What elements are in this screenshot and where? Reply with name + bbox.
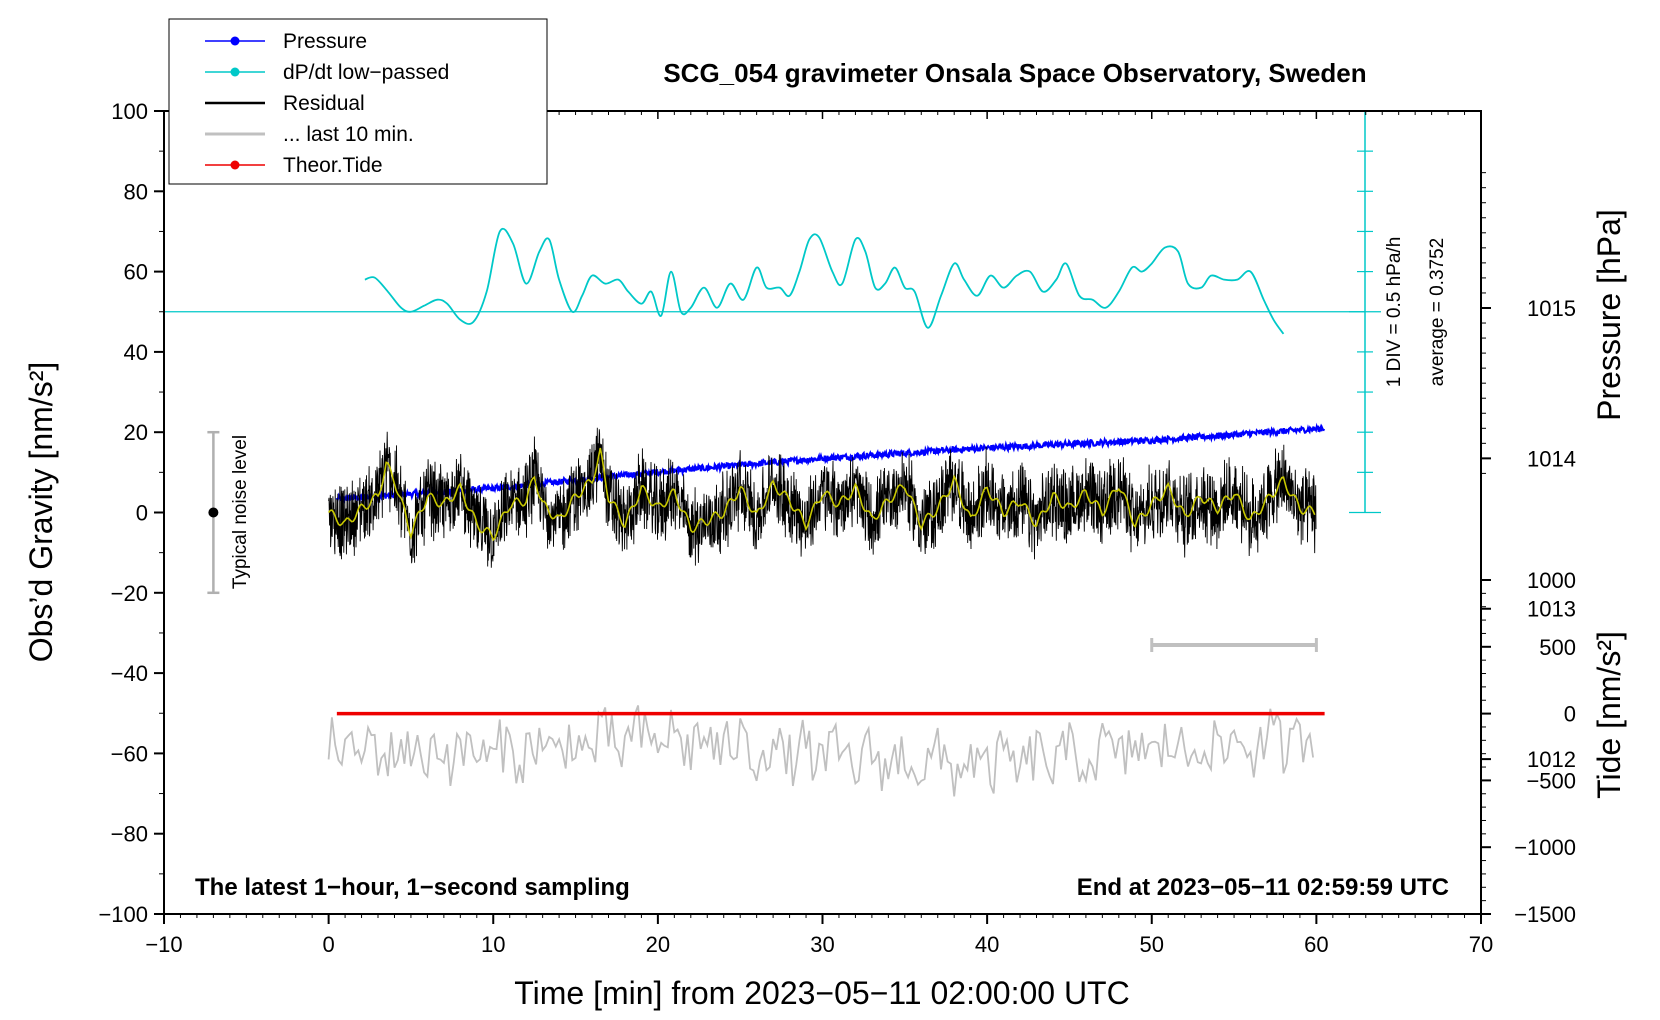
x-axis-title: Time [min] from 2023−05−11 02:00:00 UTC <box>514 975 1129 1011</box>
legend-swatch-marker <box>230 67 240 77</box>
legend-label: dP/dt low−passed <box>283 61 449 84</box>
axes-layer: −10 0 10 20 30 40 50 60 70−100−80−60−40−20020406… <box>98 99 1576 957</box>
legend-items: Pressure dP/dt low−passed Residual ... last… <box>205 30 449 177</box>
x-tick-label: 30 <box>810 932 834 957</box>
x-tick-label: 40 <box>975 932 999 957</box>
footer-right-text: End at 2023−05−11 02:59:59 UTC <box>1077 874 1449 901</box>
pressure-tick-label: 1014 <box>1527 446 1576 471</box>
legend-box <box>168 18 548 185</box>
legend-label: Theor.Tide <box>283 154 383 177</box>
tide-tick-label: 1000 <box>1527 568 1576 593</box>
y-tick-label: −100 <box>98 902 148 927</box>
legend-label: ... last 10 min. <box>283 123 414 146</box>
legend: Pressure dP/dt low−passed Residual ... last… <box>168 18 548 185</box>
footer-left-text: The latest 1−hour, 1−second sampling <box>195 874 630 901</box>
noise-label: Typical noise level <box>230 435 251 589</box>
chart-title: SCG_054 gravimeter Onsala Space Observat… <box>663 58 1366 88</box>
residual-smoothed-line <box>327 447 1316 542</box>
y-tick-label: −20 <box>111 581 148 606</box>
y-tick-label: 20 <box>124 420 148 445</box>
dpdt-series-line <box>364 227 1285 335</box>
pressure-tick-label: 1015 <box>1527 296 1576 321</box>
x-tick-label: 50 <box>1140 932 1164 957</box>
tide-tick-label: −500 <box>1526 768 1576 793</box>
x-tick-label: 10 <box>481 932 505 957</box>
x-tick-label: 0 <box>323 932 335 957</box>
legend-swatch-marker <box>230 36 240 46</box>
legend-label: Residual <box>283 92 365 115</box>
dpdt-scale-label: 1 DIV = 0.5 hPa/h <box>1384 237 1405 388</box>
tide-tick-label: −1500 <box>1514 902 1576 927</box>
y-tick-label: −40 <box>111 661 148 686</box>
y-axis-title-left: Obs’d Gravity [nm/s²] <box>23 362 59 663</box>
y-tick-label: 100 <box>111 99 148 124</box>
x-tick-label: −10 <box>145 932 182 957</box>
y-axis-title-tide: Tide [nm/s²] <box>1591 631 1627 799</box>
y-tick-label: −60 <box>111 741 148 766</box>
pressure-tick-label: 1013 <box>1527 597 1576 622</box>
y-axis-title-pressure: Pressure [hPa] <box>1591 209 1627 421</box>
x-tick-label: 60 <box>1304 932 1328 957</box>
dpdt-average-label: average = 0.3752 <box>1427 238 1448 386</box>
y-tick-label: 80 <box>124 179 148 204</box>
y-tick-label: −80 <box>111 822 148 847</box>
x-tick-label: 20 <box>646 932 670 957</box>
x-tick-label: 70 <box>1469 932 1493 957</box>
y-tick-label: 40 <box>124 340 148 365</box>
tide-tick-label: 0 <box>1564 702 1576 727</box>
noise-bar-center-dot <box>208 507 219 518</box>
data-layer <box>164 110 1381 797</box>
tide-tick-label: 500 <box>1539 635 1576 660</box>
y-tick-label: 60 <box>124 260 148 285</box>
legend-swatch-marker <box>230 160 240 170</box>
legend-label: Pressure <box>283 30 367 53</box>
pressure-tick-label: 1012 <box>1527 747 1576 772</box>
tide-tick-label: −1000 <box>1514 835 1576 860</box>
last10min-series-line <box>327 705 1314 797</box>
residual-series-line <box>328 427 1317 568</box>
y-tick-label: 0 <box>136 501 148 526</box>
